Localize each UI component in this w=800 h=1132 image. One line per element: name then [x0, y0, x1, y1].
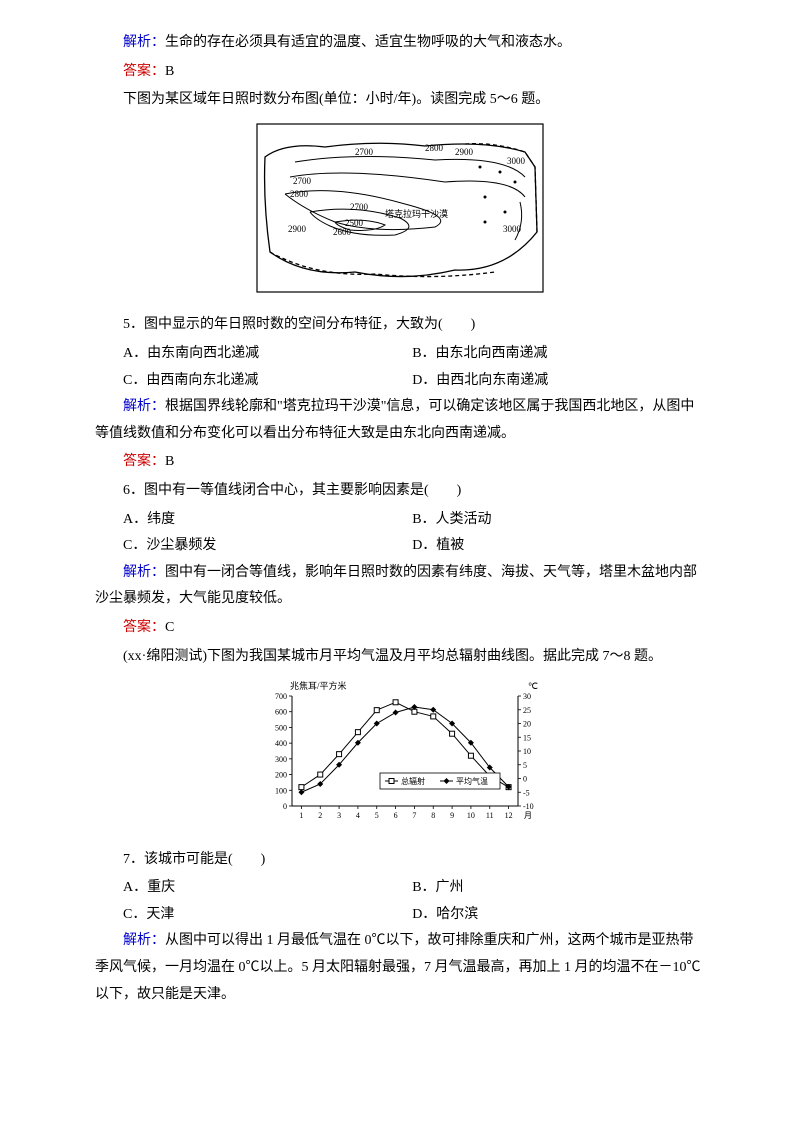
- svg-text:3: 3: [337, 811, 341, 820]
- svg-text:总辐射: 总辐射: [401, 776, 425, 786]
- svg-text:-10: -10: [523, 802, 534, 811]
- answer-text: C: [165, 620, 174, 635]
- answer-label: 答案：: [123, 454, 165, 469]
- svg-text:3000: 3000: [503, 224, 522, 234]
- svg-text:4: 4: [356, 811, 360, 820]
- q5-stem: 5．图中显示的年日照时数的空间分布特征，大致为( ): [95, 312, 705, 339]
- q7-stem: 7．该城市可能是( ): [95, 847, 705, 874]
- svg-text:2800: 2800: [290, 189, 309, 199]
- answer-label: 答案：: [123, 64, 165, 79]
- q7-optA: A．重庆: [95, 875, 412, 902]
- analysis-label: 解析：: [123, 565, 165, 580]
- svg-text:2900: 2900: [288, 224, 307, 234]
- svg-text:10: 10: [523, 747, 531, 756]
- answer-text: B: [165, 454, 174, 469]
- svg-text:12: 12: [505, 811, 513, 820]
- svg-text:5: 5: [523, 761, 527, 770]
- q6-answer: 答案：C: [95, 615, 705, 642]
- svg-text:2: 2: [318, 811, 322, 820]
- svg-text:2700: 2700: [355, 147, 374, 157]
- map-desert-label: 塔克拉玛干沙漠: [385, 208, 448, 219]
- svg-text:2700: 2700: [350, 202, 369, 212]
- svg-text:15: 15: [523, 733, 531, 742]
- svg-text:300: 300: [275, 755, 287, 764]
- svg-text:2500: 2500: [345, 218, 364, 228]
- svg-text:2800: 2800: [425, 143, 444, 153]
- q5-answer: 答案：B: [95, 449, 705, 476]
- svg-text:7: 7: [412, 811, 416, 820]
- svg-text:0: 0: [523, 775, 527, 784]
- svg-text:5: 5: [375, 811, 379, 820]
- q56-intro: 下图为某区域年日照时数分布图(单位：小时/年)。读图完成 5～6 题。: [95, 87, 705, 114]
- answer-label: 答案：: [123, 620, 165, 635]
- svg-text:25: 25: [523, 706, 531, 715]
- q5-row-cd: C．由西南向东北递减D．由西北向东南递减: [95, 368, 705, 395]
- svg-text:11: 11: [486, 811, 494, 820]
- analysis-text: 根据国界线轮廓和"塔克拉玛干沙漠"信息，可以确定该地区属于我国西北地区，从图中等…: [95, 399, 694, 441]
- q5-optC: C．由西南向东北递减: [95, 368, 412, 395]
- analysis-text: 图中有一闭合等值线，影响年日照时数的因素有纬度、海拔、天气等，塔里木盆地内部沙尘…: [95, 565, 697, 607]
- svg-text:500: 500: [275, 724, 287, 733]
- svg-text:℃: ℃: [528, 681, 538, 691]
- q5-optD: D．由西北向东南递减: [412, 368, 705, 395]
- q6-row-cd: C．沙尘暴频发D．植被: [95, 533, 705, 560]
- q4-analysis: 解析：生命的存在必须具有适宜的温度、适宜生物呼吸的大气和液态水。: [95, 30, 705, 57]
- q7-row-cd: C．天津D．哈尔滨: [95, 902, 705, 929]
- svg-text:10: 10: [467, 811, 475, 820]
- analysis-label: 解析：: [123, 35, 165, 50]
- q6-optA: A．纬度: [95, 507, 412, 534]
- q78-intro: (xx·绵阳测试)下图为我国某城市月平均气温及月平均总辐射曲线图。据此完成 7～…: [95, 644, 705, 671]
- chart-figure: 兆焦耳/平方米 ℃ 0 100 200 300 400 500 600 700 -10 -5 0 5 10 1…: [95, 678, 705, 839]
- q7-optB: B．广州: [412, 875, 705, 902]
- answer-text: B: [165, 64, 174, 79]
- svg-text:100: 100: [275, 786, 287, 795]
- q6-row-ab: A．纬度B．人类活动: [95, 507, 705, 534]
- q6-optB: B．人类活动: [412, 507, 705, 534]
- q6-optC: C．沙尘暴频发: [95, 533, 412, 560]
- q5-optB: B．由东北向西南递减: [412, 341, 705, 368]
- svg-text:700: 700: [275, 692, 287, 701]
- analysis-label: 解析：: [123, 933, 165, 948]
- svg-text:20: 20: [523, 720, 531, 729]
- q6-stem: 6．图中有一等值线闭合中心，其主要影响因素是( ): [95, 478, 705, 505]
- svg-text:6: 6: [394, 811, 398, 820]
- q7-row-ab: A．重庆B．广州: [95, 875, 705, 902]
- q5-optA: A．由东南向西北递减: [95, 341, 412, 368]
- svg-text:0: 0: [283, 802, 287, 811]
- svg-text:-5: -5: [523, 788, 530, 797]
- analysis-text: 从图中可以得出 1 月最低气温在 0℃以下，故可排除重庆和广州，这两个城市是亚热…: [95, 933, 701, 1001]
- svg-text:600: 600: [275, 708, 287, 717]
- svg-text:2900: 2900: [455, 147, 474, 157]
- svg-text:9: 9: [450, 811, 454, 820]
- q4-answer: 答案：B: [95, 59, 705, 86]
- svg-text:200: 200: [275, 771, 287, 780]
- svg-text:2600: 2600: [333, 227, 352, 237]
- svg-text:400: 400: [275, 739, 287, 748]
- svg-text:2700: 2700: [293, 176, 312, 186]
- q5-analysis: 解析：根据国界线轮廓和"塔克拉玛干沙漠"信息，可以确定该地区属于我国西北地区，从…: [95, 394, 705, 447]
- q7-analysis: 解析：从图中可以得出 1 月最低气温在 0℃以下，故可排除重庆和广州，这两个城市…: [95, 928, 705, 1008]
- q6-optD: D．植被: [412, 533, 705, 560]
- svg-text:30: 30: [523, 692, 531, 701]
- analysis-label: 解析：: [123, 399, 165, 414]
- svg-text:1: 1: [299, 811, 303, 820]
- svg-text:8: 8: [431, 811, 435, 820]
- q6-analysis: 解析：图中有一闭合等值线，影响年日照时数的因素有纬度、海拔、天气等，塔里木盆地内…: [95, 560, 705, 613]
- analysis-text: 生命的存在必须具有适宜的温度、适宜生物呼吸的大气和液态水。: [165, 35, 571, 50]
- q7-optD: D．哈尔滨: [412, 902, 705, 929]
- svg-text:3000: 3000: [507, 156, 526, 166]
- map-figure: 塔克拉玛干沙漠 2700 2800 2900 3000 2700 2800 29…: [95, 122, 705, 305]
- svg-text:平均气温: 平均气温: [456, 776, 488, 786]
- svg-text:兆焦耳/平方米: 兆焦耳/平方米: [290, 680, 347, 691]
- q7-optC: C．天津: [95, 902, 412, 929]
- q5-row-ab: A．由东南向西北递减B．由东北向西南递减: [95, 341, 705, 368]
- svg-text:月: 月: [524, 811, 532, 820]
